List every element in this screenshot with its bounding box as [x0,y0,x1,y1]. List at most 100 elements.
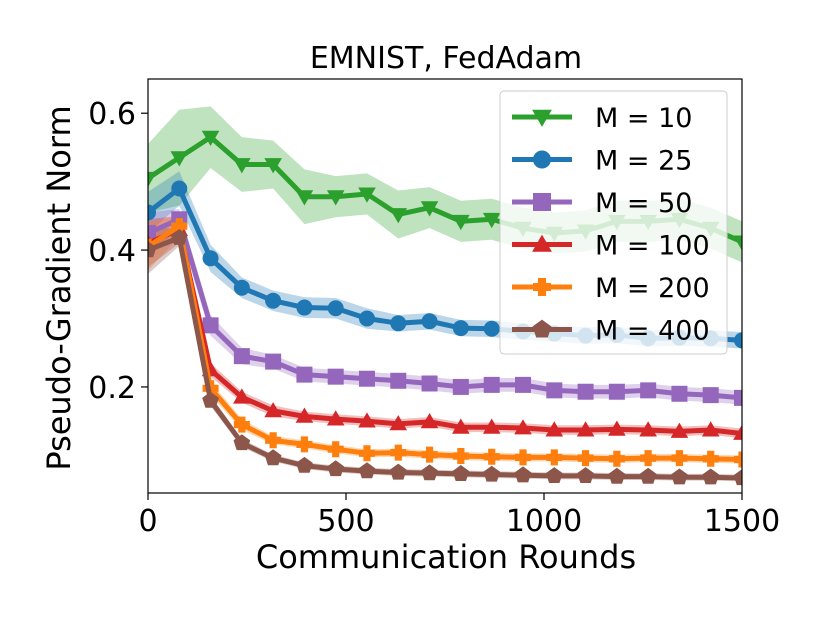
series-5-point-1 [170,228,188,245]
legend-label-1: M = 25 [595,146,692,177]
y-tick-label-2: 0.6 [88,97,136,132]
series-2-point-13 [546,382,563,399]
series-2-point-10 [452,378,469,395]
series-4-point-3 [233,416,250,433]
series-5-point-9 [421,464,438,481]
chart-title: EMNIST, FedAdam [310,41,582,76]
series-5-point-18 [702,468,720,485]
series-2-point-18 [702,387,719,404]
series-2-point-8 [390,372,407,389]
x-tick-label-0: 0 [138,504,157,539]
series-3-point-7 [358,412,376,428]
series-3-point-16 [639,421,657,437]
series-5-point-0 [148,241,157,258]
series-2-point-15 [608,383,625,400]
series-5-point-6 [327,460,345,477]
series-1-point-11 [483,320,500,337]
series-4-point-6 [327,441,344,458]
series-2-point-12 [515,376,532,393]
x-tick-label-1: 500 [317,504,374,539]
series-5-point-2 [202,391,219,408]
series-0-point-19 [733,235,742,251]
series-2-point-5 [296,366,313,383]
series-2-point-2 [202,317,219,334]
series-3-point-5 [295,407,314,423]
series-1-point-3 [233,279,250,296]
series-3-point-15 [608,420,626,436]
series-4-point-14 [577,450,594,467]
series-5-point-17 [671,468,688,485]
legend-marker-0 [532,109,552,127]
series-1-point-19 [734,332,742,349]
axes: 0 500 1000 1500 0.2 0.4 0.6 [88,78,780,539]
series-0-point-4 [264,158,282,174]
series-3-point-8 [389,415,408,431]
series-4-point-8 [390,444,407,461]
series-1-point-0 [148,204,156,221]
series-4-point-9 [421,446,438,463]
series-2-point-17 [671,385,688,402]
series-2-point-19 [734,389,742,406]
series-5-point-13 [545,467,563,484]
series-0-point-9 [420,201,439,217]
series-4-point-19 [734,451,742,468]
series-3-point-6 [326,410,345,426]
series-5-point-11 [483,465,501,482]
series-4-point-16 [640,450,657,467]
series-0-point-11 [482,212,501,229]
series-4-point-11 [483,448,500,465]
series-3-point-18 [701,421,720,437]
series-2-point-3 [233,348,250,365]
legend-marker-4 [533,278,551,296]
series-5-point-4 [264,449,282,466]
series-0-point-3 [233,158,251,174]
series-3-point-11 [482,418,501,434]
series-1-point-2 [202,250,219,267]
series-3-point-3 [233,388,251,404]
series-0-point-7 [358,187,376,203]
series-4-point-15 [608,450,625,467]
series-2-point-14 [577,383,594,400]
series-1-point-10 [452,320,469,337]
series-2-point-7 [358,370,375,387]
series-5-point-19 [733,469,742,486]
series-5-point-15 [608,467,626,484]
series-5-point-7 [358,462,376,479]
series-2-point-16 [640,382,657,399]
y-axis-label: Pseudo-Gradient Norm [40,105,78,470]
series-2-point-0 [148,224,156,241]
x-axis-label: Communication Rounds [256,538,636,576]
series-1-point-6 [327,300,344,317]
series-5-point-14 [577,467,594,484]
series-2-point-9 [421,375,438,392]
series-2-point-6 [327,368,344,385]
legend-marker-2 [533,193,551,211]
series-3-point-17 [670,422,689,438]
series-1-point-8 [390,315,407,332]
series-4-point-5 [296,436,313,453]
series-5-point-10 [452,465,470,481]
series-0-point-5 [295,190,314,206]
legend-label-3: M = 100 [595,231,710,262]
legend-label-0: M = 10 [595,103,692,134]
series-1-point-7 [358,310,375,327]
x-tick-label-3: 1500 [704,504,780,539]
legend-marker-5 [532,319,552,338]
series-3-point-19 [733,424,742,440]
series-0-point-10 [452,214,470,231]
series-3-point-14 [576,421,595,437]
series-4-point-1 [171,218,188,235]
series-1-point-1 [171,180,188,197]
legend: M = 10 M = 25 M = 50 M = 100 M = 200 M = 400 [499,90,728,355]
series-5-point-16 [639,467,657,484]
legend-label-5: M = 400 [595,316,710,347]
series-2-point-4 [265,353,282,370]
series-5-point-8 [389,463,407,480]
legend-label-4: M = 200 [595,273,710,304]
series-1-point-5 [296,299,313,316]
legend-label-2: M = 50 [595,188,692,219]
series-5-point-5 [296,456,313,473]
series-0-point-6 [326,190,345,206]
